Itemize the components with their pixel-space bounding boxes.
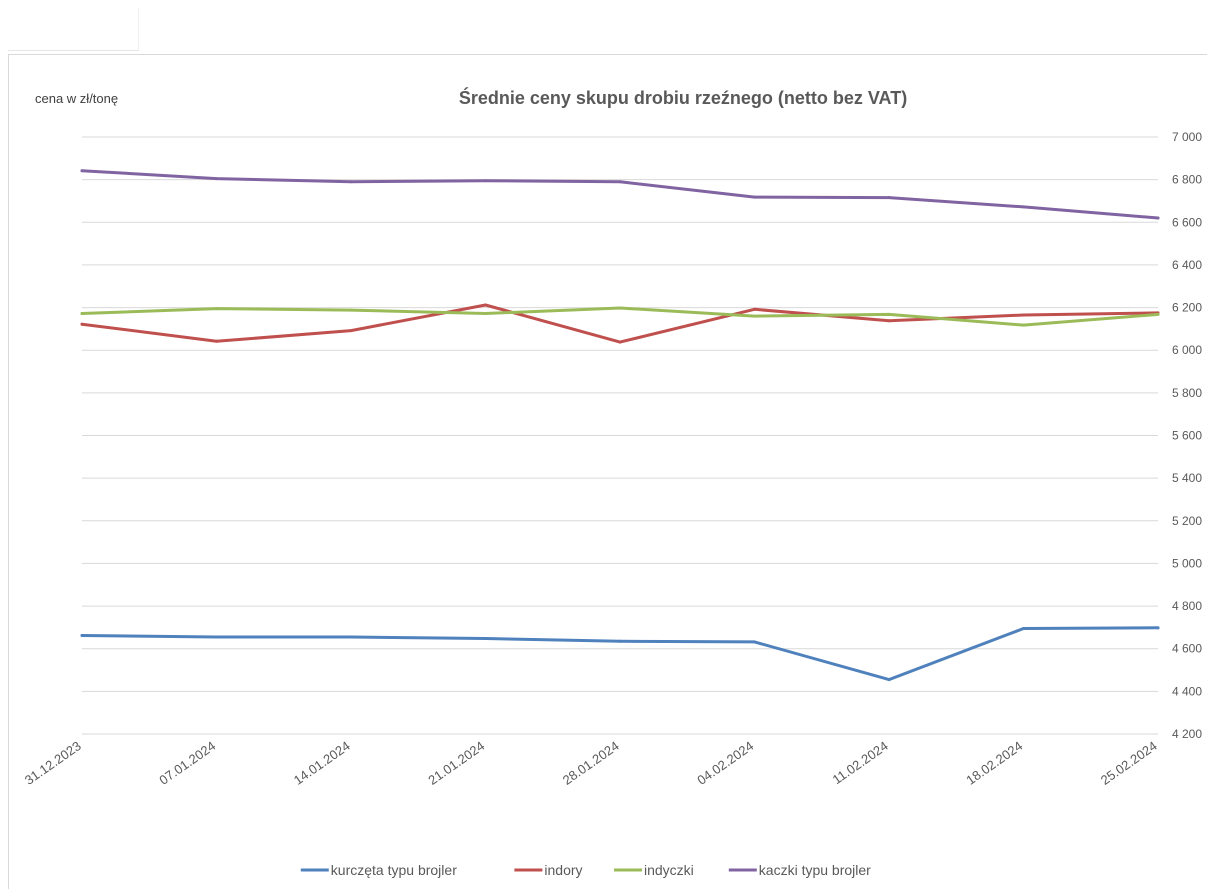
y-tick-label: 6 200 [1172, 301, 1202, 315]
y-axis-unit-label: cena w zł/tonę [35, 91, 118, 106]
legend-label: kurczęta typu brojler [331, 862, 457, 878]
data-point [1022, 205, 1025, 209]
data-point [80, 322, 84, 326]
data-point [484, 179, 487, 183]
x-tick-label: 07.01.2024 [156, 738, 218, 788]
data-point [1022, 313, 1025, 317]
data-point [753, 307, 756, 311]
x-tick-label: 28.01.2024 [560, 738, 622, 788]
x-tick-label: 18.02.2024 [963, 738, 1025, 788]
data-point [753, 195, 756, 199]
y-tick-label: 6 800 [1172, 173, 1202, 187]
data-point [618, 639, 622, 643]
y-tick-label: 4 200 [1172, 727, 1202, 741]
y-tick-label: 5 800 [1172, 386, 1202, 400]
data-point [484, 312, 487, 316]
legend-label: indyczki [644, 862, 694, 878]
data-point [1022, 626, 1025, 630]
data-point [215, 307, 218, 311]
data-point [887, 196, 891, 200]
data-point [618, 306, 622, 310]
y-tick-label: 7 000 [1172, 130, 1202, 144]
data-point [1156, 626, 1160, 630]
data-point [349, 308, 353, 312]
legend: kurczęta typu brojler indory indyczki kaczk… [300, 862, 871, 878]
x-tick-label: 14.01.2024 [291, 738, 353, 788]
data-point [484, 636, 487, 640]
y-tick-label: 6 400 [1172, 258, 1202, 272]
chart-title: Średnie ceny skupu drobiu rzeźnego (nett… [459, 87, 907, 108]
data-point [215, 177, 218, 181]
x-tick-label: 21.01.2024 [425, 738, 487, 788]
x-tick-label: 11.02.2024 [830, 738, 891, 787]
data-point [1156, 312, 1160, 316]
data-point [753, 640, 756, 644]
x-tick-label: 31.12.2023 [22, 738, 84, 788]
x-tick-label: 04.02.2024 [694, 738, 756, 788]
y-axis-ticks: 4 200 4 400 4 600 4 800 5 000 5 200 5 400 5 600… [1172, 130, 1202, 741]
data-point [887, 312, 891, 316]
data-point [80, 312, 84, 316]
series-lines [80, 169, 1160, 682]
data-point [215, 339, 218, 343]
data-point [887, 678, 891, 682]
y-tick-label: 5 000 [1172, 556, 1202, 570]
x-axis-ticks: 31.12.2023 07.01.2024 14.01.2024 21.01.2024… [22, 738, 1160, 788]
data-point [753, 314, 756, 318]
y-tick-label: 4 400 [1172, 684, 1202, 698]
y-tick-label: 5 400 [1172, 471, 1202, 485]
y-tick-label: 5 600 [1172, 429, 1202, 443]
data-point [80, 169, 84, 173]
y-tick-label: 4 600 [1172, 642, 1202, 656]
chart-area [8, 54, 1207, 889]
data-point [618, 340, 622, 344]
series-line-kaczki-typu-brojler [80, 169, 1160, 220]
data-point [1156, 216, 1160, 220]
x-tick-label: 25.02.2024 [1098, 738, 1160, 788]
y-tick-label: 4 800 [1172, 599, 1202, 613]
data-point [80, 633, 84, 637]
legend-label: kaczki typu brojler [759, 862, 871, 878]
data-point [215, 635, 218, 639]
data-point [618, 180, 622, 184]
data-point [1022, 323, 1025, 327]
data-point [887, 319, 891, 323]
data-point [349, 180, 353, 184]
legend-label: indory [544, 862, 582, 878]
data-point [349, 635, 353, 639]
data-point [349, 329, 353, 333]
gridlines [82, 136, 1158, 735]
y-tick-label: 5 200 [1172, 514, 1202, 528]
toolbar-strip [8, 8, 139, 51]
y-tick-label: 6 000 [1172, 343, 1202, 357]
data-point [484, 303, 487, 307]
y-tick-label: 6 600 [1172, 215, 1202, 229]
series-line-kurczęta-typu-brojler [80, 626, 1160, 682]
